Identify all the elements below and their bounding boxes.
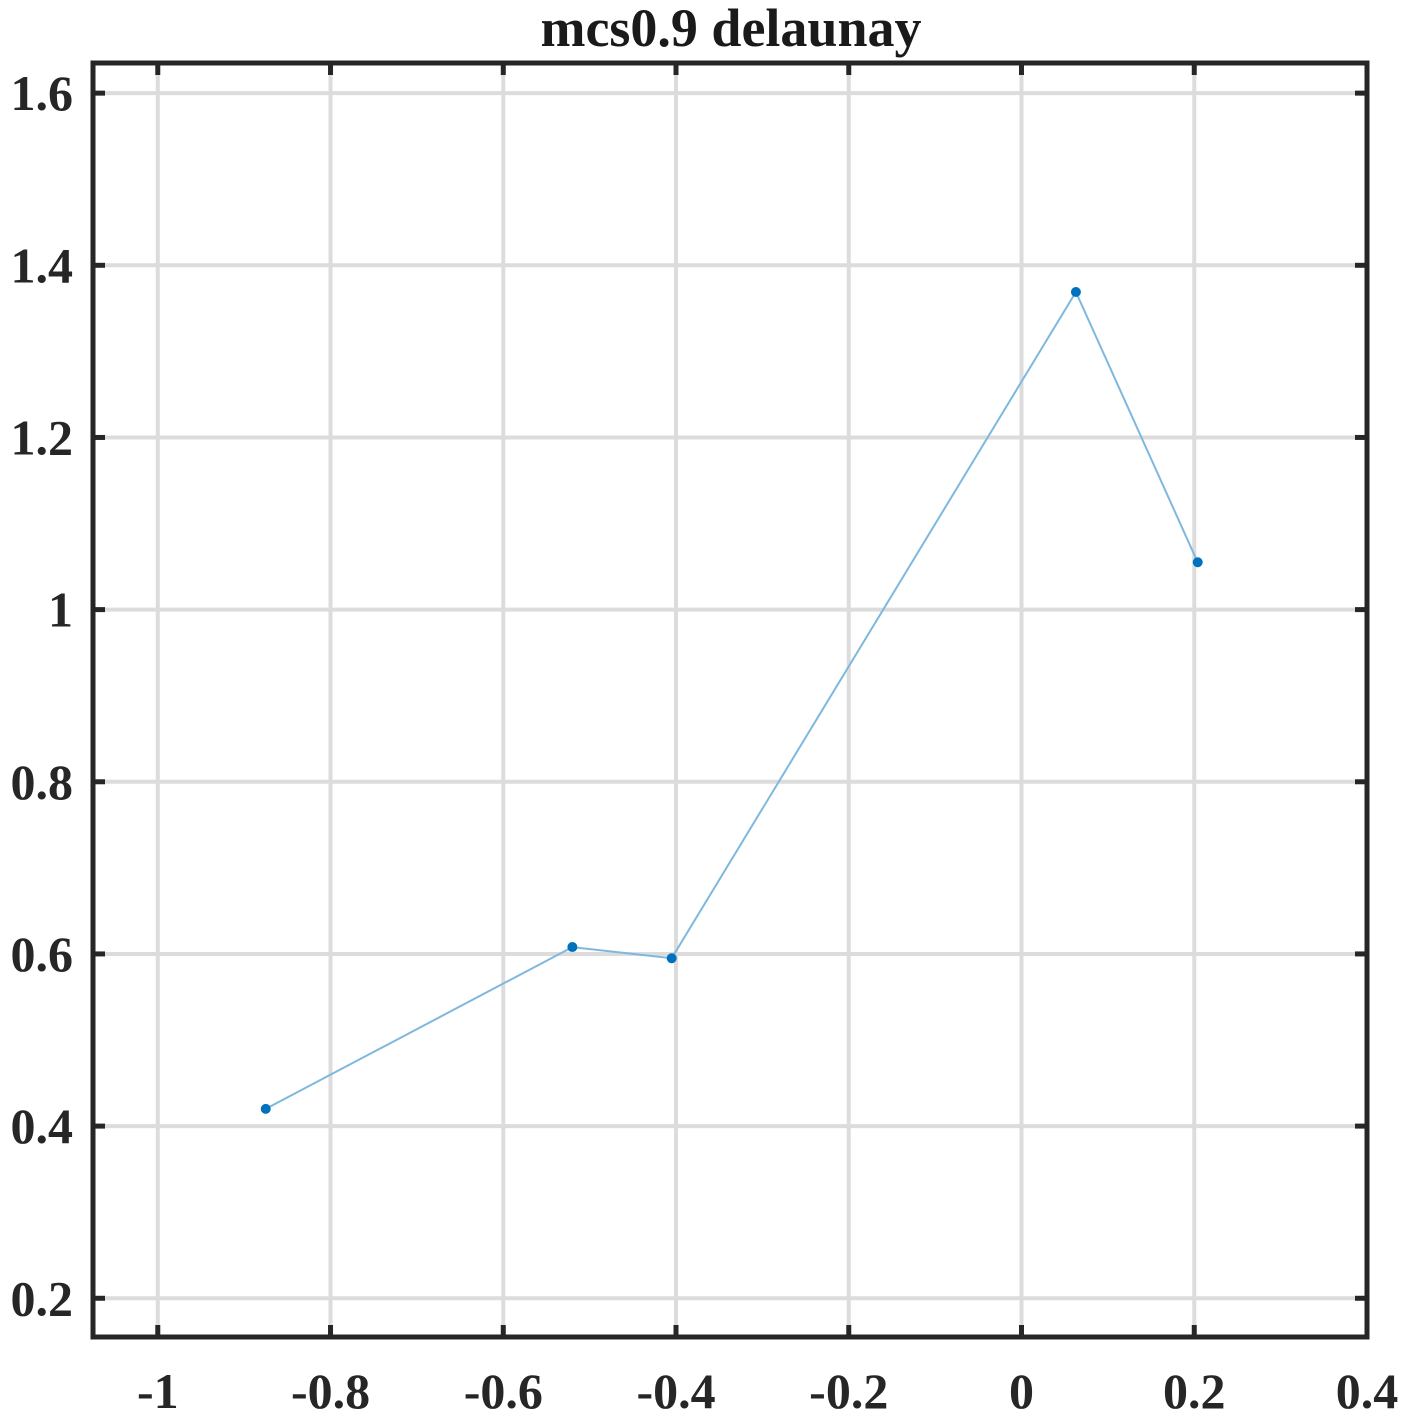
y-tick-label: 1 <box>48 582 73 638</box>
y-tick-label: 0.4 <box>11 1098 74 1154</box>
y-tick-label: 0.8 <box>11 754 74 810</box>
axis-ticks <box>93 63 1367 1337</box>
grid-lines <box>93 63 1367 1337</box>
y-tick-label: 1.6 <box>11 65 74 121</box>
y-tick-label: 0.6 <box>11 926 74 982</box>
y-tick-label: 1.4 <box>11 237 74 293</box>
y-tick-label: 0.2 <box>11 1270 74 1326</box>
y-tick-label: 1.2 <box>11 409 74 465</box>
x-tick-label: -0.4 <box>636 1363 715 1414</box>
x-tick-label: -0.8 <box>291 1363 370 1414</box>
x-tick-labels: -1 -0.8 -0.6 -0.4 -0.2 0 0.2 0.4 <box>137 1363 1398 1414</box>
data-point <box>567 942 578 953</box>
data-point <box>1192 557 1203 568</box>
data-point <box>666 953 677 964</box>
series-line <box>265 289 1199 1110</box>
plot-frame <box>90 60 1370 1340</box>
series-group <box>260 286 1203 1114</box>
y-tick-labels: 0.2 0.4 0.6 0.8 1 1.2 1.4 1.6 <box>11 65 74 1326</box>
x-tick-label: -0.2 <box>809 1363 888 1414</box>
x-tick-label: -0.6 <box>464 1363 543 1414</box>
x-tick-label: 0 <box>1009 1363 1034 1414</box>
x-tick-label: 0.4 <box>1336 1363 1399 1414</box>
chart-title: mcs0.9 delaunay <box>540 0 921 58</box>
x-tick-label: -1 <box>137 1363 179 1414</box>
x-tick-label: 0.2 <box>1163 1363 1226 1414</box>
data-point <box>260 1103 271 1114</box>
data-point <box>1070 286 1081 297</box>
